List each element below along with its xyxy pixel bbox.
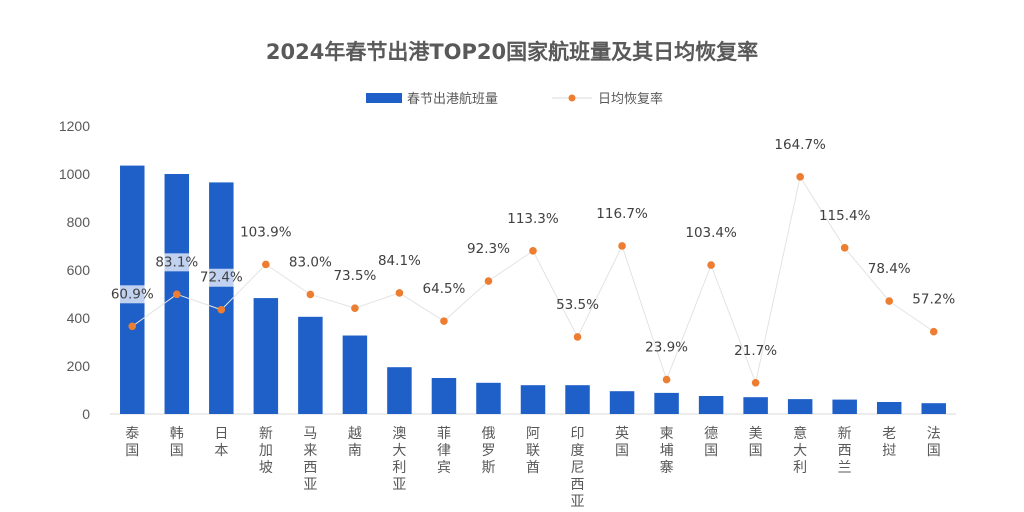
- y-tick-label: 400: [67, 310, 91, 326]
- legend-line-label: 日均恢复率: [598, 91, 663, 107]
- rate-data-label: 21.7%: [734, 343, 777, 359]
- bar: [431, 378, 457, 414]
- y-axis: 0 200 400 600 800 1000 1200: [59, 118, 90, 422]
- x-tick-label: 英国: [615, 425, 629, 459]
- y-tick-label: 1000: [59, 166, 90, 182]
- rate-data-label: 164.7%: [774, 137, 826, 153]
- x-tick-label: 新西兰: [838, 426, 852, 476]
- x-tick-label: 德国: [704, 426, 718, 459]
- rate-data-label: 103.9%: [240, 224, 292, 240]
- rate-data-label: 53.5%: [556, 297, 599, 313]
- rate-data-label: 57.2%: [912, 292, 955, 308]
- rate-point: [217, 305, 226, 314]
- x-tick-label: 马来西亚: [303, 426, 317, 493]
- rate-point: [796, 173, 804, 181]
- bar: [787, 399, 813, 414]
- x-tick-label: 澳大利亚: [392, 426, 406, 493]
- rate-series: 60.9%83.1%72.4% 103.9% 83.0%73.5%84.1%64.5…: [109, 137, 955, 387]
- bar: [921, 403, 946, 414]
- rate-data-label: 64.5%: [423, 281, 466, 297]
- rate-point: [262, 260, 270, 269]
- rate-point: [751, 378, 760, 387]
- rate-point: [128, 322, 137, 331]
- rate-data-label: 92.3%: [467, 241, 510, 257]
- bar: [476, 382, 501, 414]
- legend: 春节出港航班量 日均恢复率: [366, 91, 663, 107]
- rate-point: [929, 327, 938, 336]
- legend-dot-swatch: [568, 94, 576, 102]
- x-tick-label: 意大利: [793, 425, 807, 476]
- bar: [832, 399, 857, 414]
- rate-data-label: 72.4%: [200, 270, 243, 286]
- rate-data-label: 113.3%: [507, 211, 559, 227]
- bar: [298, 316, 323, 414]
- bar: [209, 182, 234, 414]
- bar: [387, 367, 412, 414]
- rate-point: [618, 242, 626, 250]
- y-tick-label: 600: [67, 262, 91, 278]
- bar: [253, 298, 279, 414]
- rate-point: [573, 333, 582, 341]
- rate-label-bg: [198, 268, 245, 287]
- x-tick-label: 泰国: [125, 426, 139, 459]
- bar: [565, 385, 590, 414]
- x-tick-label: 柬埔寨: [660, 426, 674, 476]
- legend-bar-swatch: [366, 93, 402, 103]
- rate-data-label: 84.1%: [378, 253, 421, 269]
- bar: [609, 391, 635, 414]
- y-tick-label: 0: [82, 406, 90, 422]
- rate-point: [840, 244, 849, 252]
- x-tick-label: 法国: [927, 426, 941, 459]
- chart-title: 2024年春节出港TOP20国家航班量及其日均恢复率: [266, 40, 758, 64]
- rate-point: [172, 290, 181, 299]
- rate-data-label: 116.7%: [596, 206, 648, 222]
- bar-series: [120, 165, 946, 414]
- rate-data-label: 83.1%: [155, 254, 198, 270]
- x-tick-label: 印度尼西亚: [571, 426, 585, 510]
- x-tick-label: 越南: [348, 426, 362, 459]
- rate-data-label: 115.4%: [819, 208, 871, 224]
- y-tick-label: 200: [67, 358, 91, 374]
- rate-data-label: 23.9%: [645, 340, 688, 356]
- rate-point: [484, 277, 493, 285]
- x-tick-label: 韩国: [170, 426, 184, 459]
- rate-point: [395, 289, 404, 297]
- rate-line: [131, 175, 935, 385]
- rate-data-label: 73.5%: [333, 268, 376, 284]
- rate-data-label: 60.9%: [111, 286, 154, 302]
- bar: [876, 402, 902, 414]
- rate-point: [351, 304, 359, 312]
- bar: [743, 397, 768, 414]
- x-tick-label: 阿联酋: [526, 426, 540, 476]
- x-tick-label: 菲律宾: [437, 426, 451, 476]
- y-tick-label: 800: [67, 214, 91, 230]
- rate-point: [440, 317, 448, 325]
- rate-point: [707, 261, 715, 269]
- bar: [342, 335, 368, 414]
- x-tick-label: 老挝: [882, 426, 896, 459]
- x-tick-label: 美国: [749, 426, 763, 459]
- y-tick-label: 1200: [59, 118, 90, 134]
- rate-data-label: 78.4%: [868, 261, 911, 277]
- bar: [698, 396, 724, 414]
- rate-point: [662, 375, 671, 384]
- rate-label-bg: [153, 253, 200, 272]
- bar: [520, 385, 546, 414]
- x-tick-label: 俄罗斯: [481, 426, 495, 476]
- rate-data-label: 103.4%: [685, 225, 737, 241]
- x-tick-label: 日本: [214, 426, 228, 459]
- rate-data-label: 83.0%: [289, 254, 332, 270]
- rate-point: [529, 247, 537, 255]
- bar: [654, 392, 679, 414]
- rate-point: [885, 297, 894, 305]
- x-tick-label: 新加坡: [259, 426, 273, 476]
- rate-label-bg: [109, 285, 156, 304]
- rate-point: [306, 290, 315, 299]
- legend-bar-label: 春节出港航班量: [407, 91, 498, 107]
